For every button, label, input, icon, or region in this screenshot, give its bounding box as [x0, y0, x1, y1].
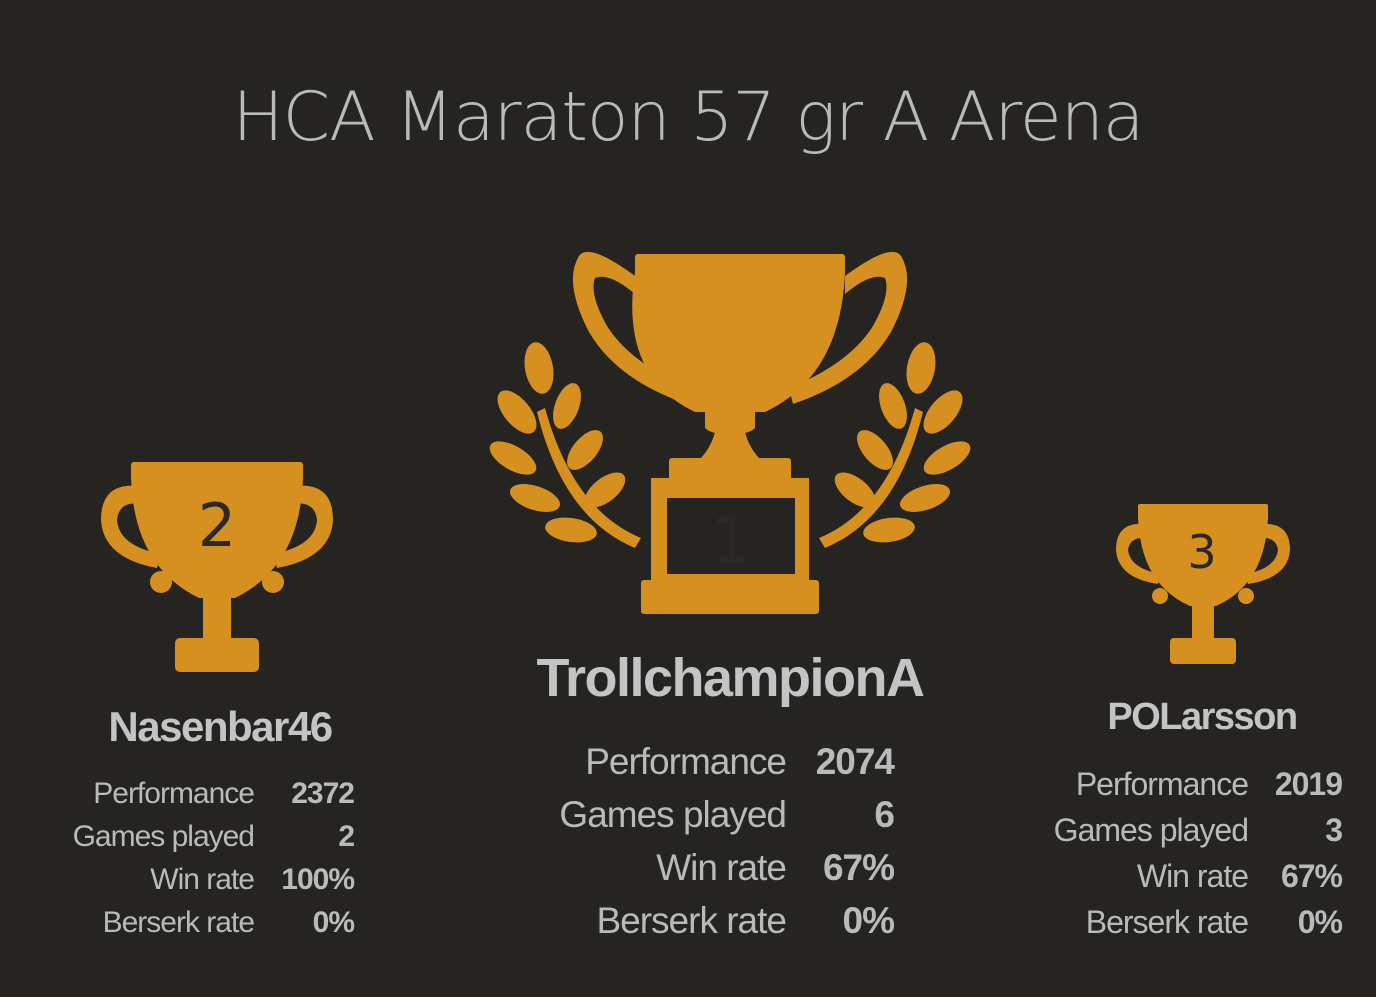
- stat-row-win-rate: Win rate 100%: [60, 858, 355, 901]
- stat-value: 0%: [312, 905, 355, 939]
- stat-label: Berserk rate: [1085, 903, 1249, 940]
- stat-row-berserk-rate: Berserk rate 0%: [1050, 899, 1343, 945]
- stat-value: 6: [874, 793, 895, 835]
- stat-row-berserk-rate: Berserk rate 0%: [546, 894, 895, 947]
- stat-value: 67%: [822, 846, 895, 888]
- stat-row-win-rate: Win rate 67%: [546, 841, 895, 894]
- trophy-second-icon: 2: [101, 462, 333, 672]
- stat-row-win-rate: Win rate 67%: [1050, 853, 1343, 899]
- stat-value: 2372: [291, 776, 355, 810]
- stat-label: Win rate: [150, 862, 255, 896]
- stat-value: 0%: [1297, 903, 1343, 940]
- stat-label: Performance: [93, 776, 255, 810]
- stats-table-second: Performance 2372 Games played 2 Win rate…: [60, 772, 355, 944]
- trophy-first-icon: 1: [489, 251, 971, 614]
- stat-row-performance: Performance 2372: [60, 772, 355, 815]
- player-name-second[interactable]: Nasenbar46: [108, 703, 333, 750]
- stat-label: Performance: [585, 740, 787, 782]
- stat-row-games-played: Games played 2: [60, 815, 355, 858]
- trophy-second-rank: 2: [198, 491, 236, 561]
- trophy-first-rank: 1: [711, 504, 752, 578]
- stats-table-first: Performance 2074 Games played 6 Win rate…: [546, 735, 895, 947]
- trophy-third-rank: 3: [1187, 525, 1216, 579]
- stat-label: Performance: [1075, 765, 1249, 802]
- stat-label: Win rate: [1136, 857, 1249, 894]
- stat-label: Win rate: [656, 846, 787, 888]
- stat-label: Games played: [72, 819, 255, 853]
- player-name-third[interactable]: POLarsson: [1107, 696, 1298, 738]
- stat-value: 2: [338, 819, 355, 853]
- trophy-third-icon: 3: [1116, 504, 1290, 664]
- stat-value: 100%: [281, 862, 355, 896]
- stat-value: 2019: [1274, 765, 1343, 802]
- stat-label: Berserk rate: [102, 905, 255, 939]
- stat-value: 3: [1325, 811, 1343, 848]
- stat-label: Games played: [1053, 811, 1249, 848]
- stats-table-third: Performance 2019 Games played 3 Win rate…: [1050, 761, 1343, 945]
- stat-value: 67%: [1280, 857, 1343, 894]
- stat-label: Berserk rate: [596, 899, 787, 941]
- stat-row-performance: Performance 2019: [1050, 761, 1343, 807]
- tournament-title: HCA Maraton 57 gr A Arena: [232, 78, 1145, 157]
- stat-value: 0%: [842, 899, 895, 941]
- stat-row-games-played: Games played 6: [546, 788, 895, 841]
- stat-row-berserk-rate: Berserk rate 0%: [60, 901, 355, 944]
- stat-row-games-played: Games played 3: [1050, 807, 1343, 853]
- stat-value: 2074: [815, 740, 895, 782]
- player-name-first[interactable]: TrollchampionA: [536, 648, 925, 708]
- stat-label: Games played: [559, 793, 787, 835]
- stat-row-performance: Performance 2074: [546, 735, 895, 788]
